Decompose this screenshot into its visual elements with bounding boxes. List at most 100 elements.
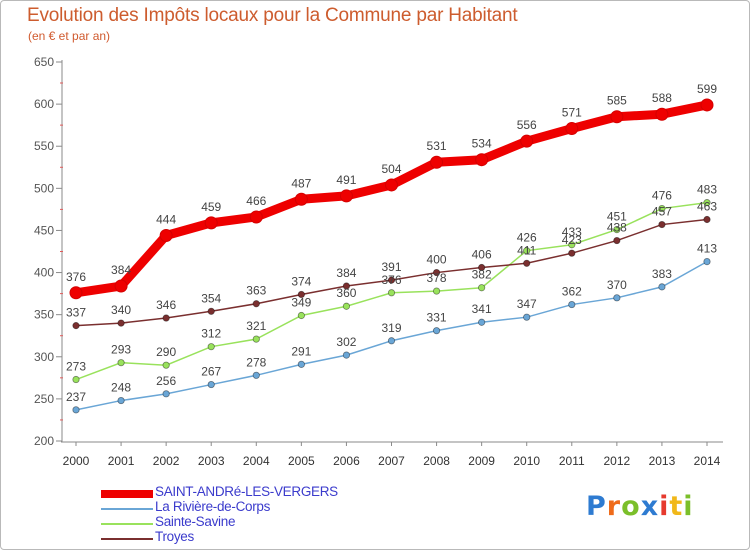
x-tick-label: 2009 [468,454,495,468]
data-label: 340 [111,303,131,317]
data-label: 423 [562,233,582,247]
x-tick-label: 2012 [604,454,631,468]
legend-label-riviere-de-corps: La Rivière-de-Corps [155,499,271,514]
data-point [162,314,170,322]
data-point [207,343,215,351]
x-tick-label: 2004 [243,454,270,468]
data-label: 248 [111,381,131,395]
data-point [478,284,486,292]
data-label: 483 [697,183,717,197]
legend-item-saint-andre: SAINT-ANDRé-LES-VERGERS [101,484,431,501]
data-point [387,276,396,284]
data-point [703,258,711,266]
data-point [252,335,260,343]
data-label: 312 [201,327,221,341]
data-point [162,361,170,369]
data-label: 331 [427,311,447,325]
data-label: 384 [111,263,131,277]
data-label: 391 [381,260,401,274]
data-point [568,249,576,257]
data-label: 376 [66,270,86,284]
data-label: 363 [246,284,266,298]
data-point [432,268,441,277]
data-point [72,322,80,330]
data-point [655,107,669,121]
legend-item-troyes: Troyes [101,529,431,546]
data-point [565,122,579,136]
data-point [297,290,305,299]
logo-letter: x [640,491,660,522]
data-label: 349 [291,296,311,310]
data-label: 354 [201,291,221,305]
legend-item-sainte-savine: Sainte-Savine [101,514,431,531]
data-label: 413 [697,242,717,256]
legend-swatch-riviere-de-corps [101,508,153,510]
y-tick-label: 200 [34,434,54,448]
data-point [117,359,125,367]
logo-letter: o [621,491,641,522]
data-label: 531 [427,139,447,153]
data-label: 256 [156,374,176,388]
data-point [342,302,351,310]
data-point [117,396,125,405]
data-label: 457 [652,205,672,219]
data-point [342,351,351,359]
data-label: 504 [381,162,401,176]
data-label: 556 [517,118,537,132]
data-label: 411 [517,243,536,257]
data-label: 341 [472,302,492,316]
legend-swatch-sainte-savine [101,523,153,525]
data-point [523,313,531,321]
data-label: 374 [291,274,311,288]
data-point [478,263,486,272]
logo-letter: r [606,491,622,522]
data-label: 347 [517,297,537,311]
chart-title: Evolution des Impôts locaux pour la Comm… [27,5,518,26]
data-point [339,189,353,203]
data-point [658,204,666,213]
data-point [114,279,128,293]
data-point [658,220,666,229]
x-tick-label: 2010 [513,454,540,468]
data-label: 384 [336,266,356,280]
y-tick-label: 650 [34,55,54,69]
logo-letter: i [683,491,694,522]
data-label: 588 [652,91,672,105]
data-point [613,226,621,234]
data-label: 382 [472,268,492,282]
data-point [69,286,83,300]
data-point [568,241,576,249]
data-label: 370 [607,278,627,292]
data-point [294,192,308,206]
data-point [700,98,714,112]
data-point [117,319,125,327]
data-point [387,337,396,345]
data-label: 487 [291,176,311,190]
x-tick-label: 2014 [694,454,721,468]
data-point [703,199,711,207]
data-point [252,300,260,308]
data-point [207,380,215,389]
x-tick-label: 2003 [198,454,225,468]
data-label: 337 [66,306,86,320]
x-tick-label: 2008 [423,454,450,468]
y-tick-label: 350 [34,308,54,322]
data-label: 267 [201,365,221,379]
legend-label-saint-andre: SAINT-ANDRé-LES-VERGERS [155,484,338,499]
data-point [385,178,398,192]
data-label: 459 [201,200,221,214]
data-label: 319 [381,321,401,335]
data-point [523,247,531,255]
data-label: 278 [246,355,266,369]
data-label: 321 [246,319,266,333]
legend-label-sainte-savine: Sainte-Savine [155,514,236,529]
data-label: 378 [427,271,447,285]
data-point [658,283,666,291]
data-label: 291 [291,344,311,358]
data-point [72,375,80,384]
data-point [297,360,305,368]
y-tick-label: 250 [34,392,54,406]
data-point [703,215,711,224]
